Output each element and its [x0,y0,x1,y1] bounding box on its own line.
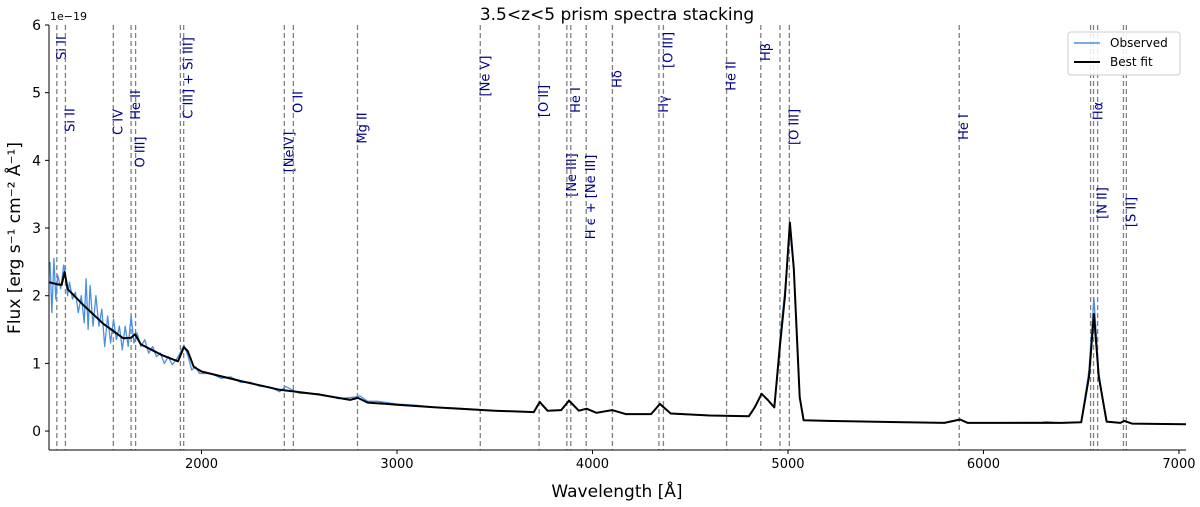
x-tick-label: 6000 [967,457,1000,472]
emission-line-label: He II [725,61,740,91]
emission-line-label: [O III] [787,109,802,145]
y-tick-label: 1 [32,356,41,372]
emission-line-label: [S II] [1124,197,1139,227]
x-tick-label: 7000 [1162,457,1195,472]
emission-line-label: [NeIV] [282,132,297,173]
emission-line-label: [Ne V] [478,56,493,97]
emission-line-label: He II [129,90,144,120]
y-tick-label: 3 [32,221,41,237]
best-fit-line [48,221,1187,426]
emission-lines: Si II Si II C IV O III] He II C III] + Si III… [55,25,1139,450]
emission-line-label: O II [291,91,306,113]
emission-line-label: He I [569,87,584,113]
emission-line-label: [N II] [1096,187,1111,219]
emission-line-label: [Ne III] [565,153,580,197]
x-tick-label: 2000 [185,457,218,472]
chart-title: 3.5<z<5 prism spectra stacking [480,5,754,25]
y-axis-label: Flux [erg s⁻¹ cm⁻² Å⁻¹] [3,142,25,334]
emission-line-label: H ϵ + [Ne III] [584,155,599,240]
emission-line-label: Hα [1092,102,1107,120]
emission-line-label: Si II [63,108,78,132]
emission-line-label: He I [957,114,972,140]
emission-line-label: Mg II [355,112,370,143]
y-tick-label: 5 [32,86,41,102]
y-tick-label: 6 [32,18,41,34]
emission-line-label: [O III] [661,32,676,68]
series-layer [48,221,1187,426]
y-offset-label: 1e−19 [50,10,87,23]
emission-line-label: Si II [55,36,70,60]
emission-line-label: Hβ [759,43,774,61]
legend-observed-label: Observed [1110,36,1168,50]
emission-line-label: C III] + Si III] [182,37,197,119]
x-tick-label: 5000 [771,457,804,472]
y-tick-label: 0 [32,424,41,440]
axes: 2000 3000 4000 5000 6000 7000 0 1 2 3 4 5 6 [32,18,1195,472]
observed-spectrum-line [49,230,1187,425]
y-tick-label: 4 [32,153,41,169]
x-axis-label: Wavelength [Å] [551,480,682,502]
legend-best-fit-label: Best fit [1110,55,1153,69]
x-tick-label: 4000 [576,457,609,472]
emission-line-label: Hδ [610,70,625,88]
emission-line-label: Hγ [657,95,672,113]
emission-line-label: [O II] [537,85,552,117]
x-tick-label: 3000 [380,457,413,472]
legend: Observed Best fit [1067,31,1181,76]
emission-line-label: O III] [134,137,149,168]
y-tick-label: 2 [32,289,41,305]
emission-line-label: C IV [111,109,126,135]
